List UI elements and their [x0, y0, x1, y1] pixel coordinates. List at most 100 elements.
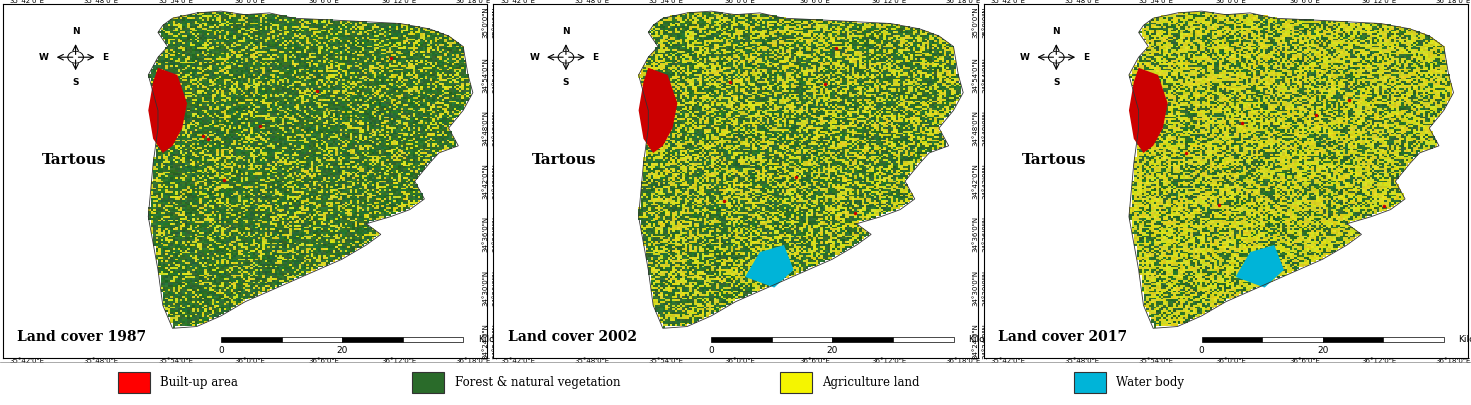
- Text: Tartous: Tartous: [41, 153, 106, 167]
- Text: 36°12'0"E: 36°12'0"E: [1362, 0, 1397, 4]
- Text: 35°54'0"E: 35°54'0"E: [159, 0, 193, 4]
- Text: 34°42'0"N: 34°42'0"N: [482, 163, 488, 199]
- Text: 34°42'0"N: 34°42'0"N: [983, 163, 989, 199]
- Text: 36°18'0"E: 36°18'0"E: [1436, 0, 1471, 4]
- Polygon shape: [149, 68, 187, 153]
- Text: 34°36'0"N: 34°36'0"N: [482, 216, 488, 252]
- Text: 0: 0: [218, 346, 224, 355]
- Circle shape: [1050, 52, 1064, 62]
- Text: 36°18'0"E: 36°18'0"E: [946, 0, 981, 4]
- Bar: [281, 337, 343, 343]
- Text: 34°24'0"N: 34°24'0"N: [972, 323, 978, 359]
- Polygon shape: [1236, 245, 1284, 288]
- Text: 34°48'0"N: 34°48'0"N: [972, 110, 978, 146]
- Text: 35°42'0"E: 35°42'0"E: [500, 0, 535, 4]
- Text: 35°48'0"E: 35°48'0"E: [1065, 0, 1100, 4]
- Text: N: N: [72, 27, 79, 36]
- Text: 35°48'0"E: 35°48'0"E: [84, 0, 119, 4]
- Circle shape: [68, 51, 84, 63]
- Text: 36°12'0"E: 36°12'0"E: [871, 0, 906, 4]
- Circle shape: [559, 52, 572, 62]
- Text: 36°6'0"E: 36°6'0"E: [799, 0, 830, 4]
- Text: 36°0'0"E: 36°0'0"E: [725, 0, 756, 4]
- Text: W: W: [1019, 53, 1030, 62]
- Text: 34°48'0"N: 34°48'0"N: [493, 110, 499, 146]
- Text: Tartous: Tartous: [1022, 153, 1087, 167]
- Text: Water body: Water body: [1116, 376, 1184, 389]
- Text: 36°6'0"E: 36°6'0"E: [309, 358, 340, 364]
- Text: 35°0'0"N: 35°0'0"N: [983, 6, 989, 38]
- Text: 36°0'0"E: 36°0'0"E: [234, 358, 265, 364]
- Text: 0: 0: [709, 346, 713, 355]
- Text: N: N: [562, 27, 569, 36]
- Circle shape: [1049, 51, 1064, 63]
- Text: 34°48'0"N: 34°48'0"N: [482, 110, 488, 146]
- Text: E: E: [103, 53, 109, 62]
- Circle shape: [69, 52, 82, 62]
- Text: Forest & natural vegetation: Forest & natural vegetation: [455, 376, 621, 389]
- Text: 35°42'0"E: 35°42'0"E: [990, 0, 1025, 4]
- Bar: [412, 373, 444, 393]
- Text: 20: 20: [1317, 346, 1328, 355]
- Bar: [1322, 337, 1383, 343]
- Text: Land cover 2017: Land cover 2017: [999, 330, 1127, 344]
- Text: Agriculture land: Agriculture land: [822, 376, 919, 389]
- Text: Kilometers: Kilometers: [968, 335, 1016, 344]
- Circle shape: [559, 51, 574, 63]
- Bar: [772, 337, 833, 343]
- Text: 34°30'0"N: 34°30'0"N: [493, 269, 499, 306]
- Text: Land cover 2002: Land cover 2002: [507, 330, 637, 344]
- Text: Built-up area: Built-up area: [160, 376, 238, 389]
- Text: 36°18'0"E: 36°18'0"E: [946, 358, 981, 364]
- Bar: [833, 337, 893, 343]
- Text: 35°54'0"E: 35°54'0"E: [1139, 358, 1174, 364]
- Text: 36°6'0"E: 36°6'0"E: [309, 0, 340, 4]
- Text: S: S: [72, 79, 79, 87]
- Text: 34°36'0"N: 34°36'0"N: [493, 216, 499, 252]
- Text: 35°0'0"N: 35°0'0"N: [493, 6, 499, 38]
- Text: 35°48'0"E: 35°48'0"E: [84, 358, 119, 364]
- Text: 36°0'0"E: 36°0'0"E: [234, 0, 265, 4]
- Text: 36°6'0"E: 36°6'0"E: [1290, 358, 1321, 364]
- Text: 34°30'0"N: 34°30'0"N: [983, 269, 989, 306]
- Bar: [118, 373, 150, 393]
- Bar: [1074, 373, 1106, 393]
- Bar: [221, 337, 281, 343]
- Text: 34°30'0"N: 34°30'0"N: [482, 269, 488, 306]
- Bar: [403, 337, 463, 343]
- Text: 35°48'0"E: 35°48'0"E: [574, 0, 609, 4]
- Text: 35°42'0"E: 35°42'0"E: [10, 0, 44, 4]
- Text: 36°12'0"E: 36°12'0"E: [871, 358, 906, 364]
- Text: 35°54'0"E: 35°54'0"E: [1139, 0, 1174, 4]
- Text: 34°42'0"N: 34°42'0"N: [493, 163, 499, 199]
- Text: 34°54'0"N: 34°54'0"N: [482, 57, 488, 93]
- Polygon shape: [1128, 68, 1168, 153]
- Text: 36°12'0"E: 36°12'0"E: [381, 0, 416, 4]
- Polygon shape: [638, 68, 677, 153]
- Text: 35°48'0"E: 35°48'0"E: [574, 358, 609, 364]
- Bar: [1383, 337, 1445, 343]
- Text: N: N: [1052, 27, 1061, 36]
- Text: Land cover 1987: Land cover 1987: [18, 330, 147, 344]
- Text: 34°54'0"N: 34°54'0"N: [972, 57, 978, 93]
- Text: Kilometers: Kilometers: [1458, 335, 1471, 344]
- Text: W: W: [530, 53, 540, 62]
- Text: 35°42'0"E: 35°42'0"E: [500, 358, 535, 364]
- Text: 20: 20: [337, 346, 347, 355]
- Bar: [780, 373, 812, 393]
- Text: 36°18'0"E: 36°18'0"E: [1436, 358, 1471, 364]
- Text: 34°36'0"N: 34°36'0"N: [972, 216, 978, 252]
- Text: 34°24'0"N: 34°24'0"N: [493, 323, 499, 359]
- Text: 36°12'0"E: 36°12'0"E: [381, 358, 416, 364]
- Text: 34°30'0"N: 34°30'0"N: [972, 269, 978, 306]
- Bar: [1262, 337, 1322, 343]
- Bar: [893, 337, 953, 343]
- Text: 36°6'0"E: 36°6'0"E: [799, 358, 830, 364]
- Text: 36°0'0"E: 36°0'0"E: [1215, 0, 1246, 4]
- Text: E: E: [1083, 53, 1089, 62]
- Text: 36°0'0"E: 36°0'0"E: [1215, 358, 1246, 364]
- Text: 35°42'0"E: 35°42'0"E: [990, 358, 1025, 364]
- Polygon shape: [746, 245, 794, 288]
- Text: 35°54'0"E: 35°54'0"E: [159, 358, 193, 364]
- Text: 34°54'0"N: 34°54'0"N: [493, 57, 499, 93]
